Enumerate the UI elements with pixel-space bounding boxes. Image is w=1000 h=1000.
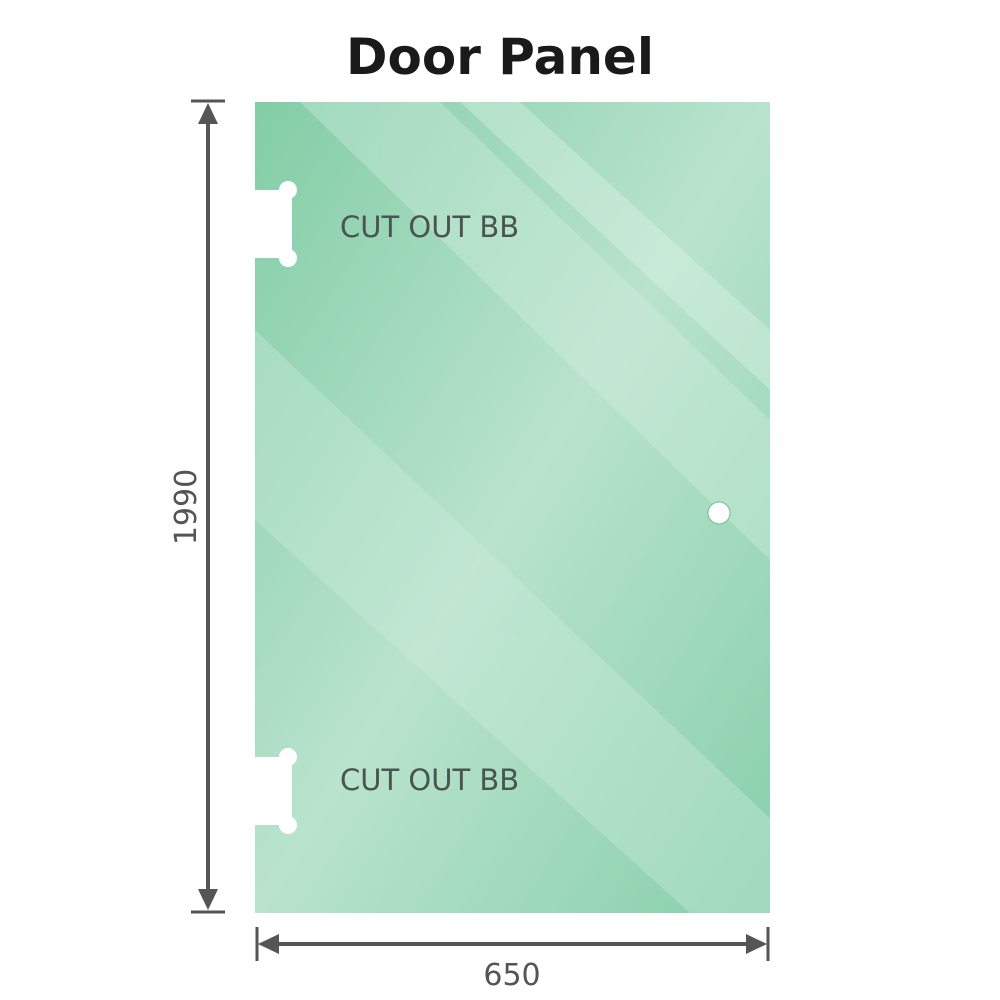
diagram-title: Door Panel <box>346 28 654 86</box>
glass-panel <box>255 102 770 913</box>
height-dimension <box>191 99 225 914</box>
handle-hole-icon <box>707 501 731 525</box>
cutout-top <box>250 181 297 267</box>
height-label: 1990 <box>169 469 204 545</box>
cutout-label-bottom: CUT OUT BB <box>340 763 519 797</box>
width-label: 650 <box>483 958 540 993</box>
cutout-label-top: CUT OUT BB <box>340 210 519 244</box>
width-dimension <box>255 927 770 961</box>
cutout-bottom <box>250 748 297 834</box>
